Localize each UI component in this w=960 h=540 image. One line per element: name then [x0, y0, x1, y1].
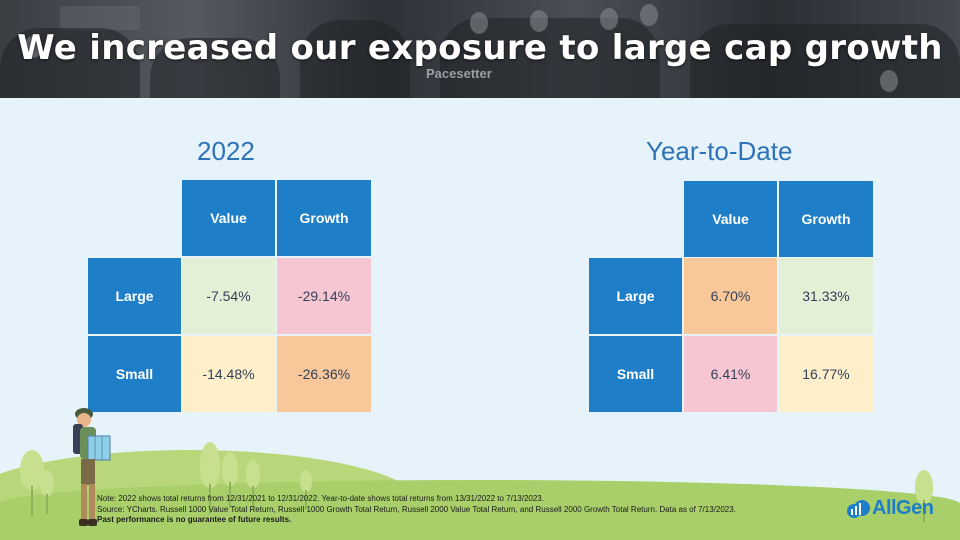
footnotes: Note: 2022 shows total returns from 12/3…	[97, 494, 917, 526]
banner-crowd	[690, 24, 960, 98]
matrix-2022-cell-small-value: -14.48%	[182, 336, 275, 412]
banner-crowd	[0, 28, 140, 98]
allgen-logo-icon	[847, 499, 870, 518]
matrix-ytd-row-header-large: Large	[589, 258, 682, 334]
hiker-illustration-icon	[73, 408, 111, 526]
matrix-ytd-col-header-value: Value	[684, 181, 777, 257]
matrix-2022-cell-large-growth: -29.14%	[277, 258, 371, 334]
banner-face	[600, 8, 618, 30]
matrix-2022-title: 2022	[197, 136, 255, 166]
matrix-2022-cell-small-growth: -26.36%	[277, 336, 371, 412]
landscape-ground	[0, 480, 960, 540]
matrix-ytd-title: Year-to-Date	[646, 136, 793, 166]
banner-face	[24, 36, 42, 58]
matrix-ytd-cell-large-growth: 31.33%	[779, 258, 873, 334]
matrix-ytd-row-header-small: Small	[589, 336, 682, 412]
matrix-ytd-cell-large-value: 6.70%	[684, 258, 777, 334]
matrix-2022-col-header-growth: Growth	[277, 180, 371, 256]
matrix-ytd-cell-small-value: 6.41%	[684, 336, 777, 412]
matrix-ytd-col-header-growth: Growth	[779, 181, 873, 257]
matrix-2022-cell-large-value: -7.54%	[182, 258, 275, 334]
banner-face	[470, 12, 488, 34]
footnote-source: Source: YCharts. Russell 1000 Value Tota…	[97, 504, 736, 514]
banner-crowd	[150, 38, 280, 98]
banner-face	[880, 70, 898, 92]
banner-logo-ghost	[60, 6, 140, 30]
matrix-2022-row-header-small: Small	[88, 336, 181, 412]
header-banner: Pacesetter	[0, 0, 960, 98]
banner-face	[640, 4, 658, 26]
slide-title: We increased our exposure to large cap g…	[17, 28, 943, 68]
banner-crowd	[300, 20, 410, 98]
matrix-2022-col-header-value: Value	[182, 180, 275, 256]
footnote-disclaimer: Past performance is no guarantee of futu…	[97, 515, 292, 524]
matrix-2022-row-header-large: Large	[88, 258, 181, 334]
banner-pacesetter-text: Pacesetter	[426, 66, 492, 81]
allgen-logo: AllGen	[846, 497, 934, 520]
matrix-ytd-cell-small-growth: 16.77%	[779, 336, 873, 412]
allgen-logo-text: AllGen	[872, 497, 934, 519]
banner-face	[530, 10, 548, 32]
footnote-note: Note: 2022 shows total returns from 12/3…	[97, 494, 544, 503]
